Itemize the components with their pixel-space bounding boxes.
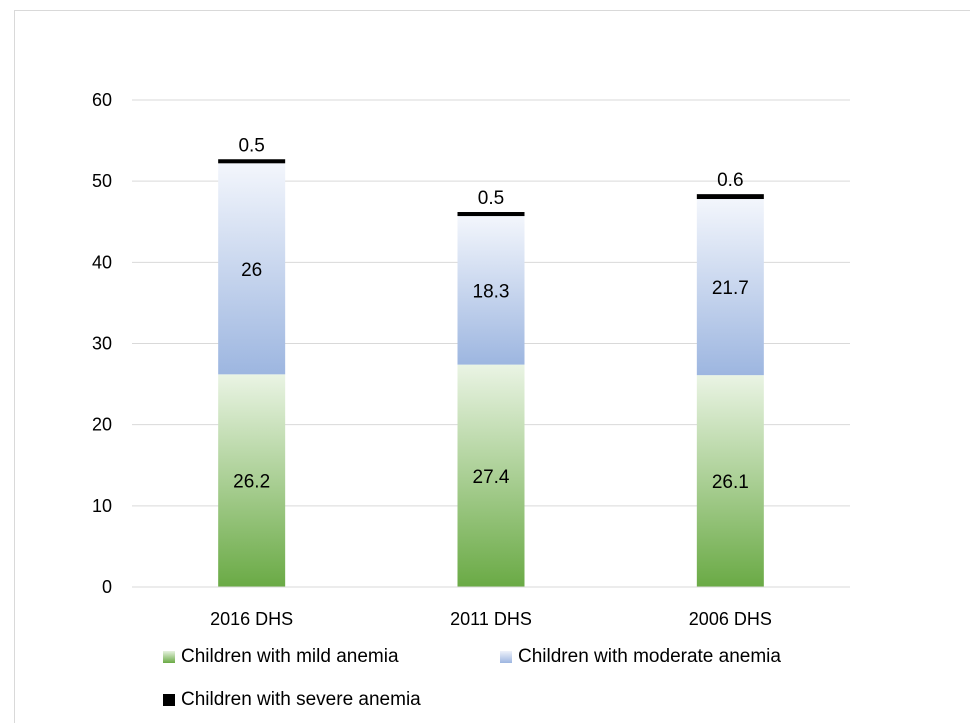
legend-label-mild: Children with mild anemia [181, 646, 399, 668]
y-tick-label-60: 60 [92, 90, 112, 110]
data-label-mild-1: 27.4 [473, 467, 510, 488]
data-label-mild-2: 26.1 [712, 472, 749, 493]
legend-item-moderate: Children with moderate anemia [500, 646, 781, 668]
y-tick-label-50: 50 [92, 171, 112, 191]
x-tick-label-2: 2006 DHS [689, 609, 772, 629]
x-tick-label-0: 2016 DHS [210, 609, 293, 629]
legend-item-mild: Children with mild anemia [163, 646, 399, 668]
legend-item-severe: Children with severe anemia [163, 689, 421, 711]
x-tick-label-1: 2011 DHS [450, 609, 532, 629]
bar-severe-1 [458, 212, 525, 216]
data-label-moderate-0: 26 [241, 260, 262, 281]
data-label-mild-0: 26.2 [233, 472, 270, 493]
legend-swatch-severe [163, 694, 175, 706]
data-label-moderate-2: 21.7 [712, 278, 749, 299]
data-label-moderate-1: 18.3 [473, 281, 510, 302]
y-tick-label-40: 40 [92, 252, 112, 272]
legend-label-severe: Children with severe anemia [181, 689, 421, 711]
data-label-severe-1: 0.5 [478, 188, 504, 209]
y-tick-label-20: 20 [92, 415, 112, 435]
bar-severe-0 [218, 159, 285, 163]
legend-swatch-moderate [500, 651, 512, 663]
y-tick-label-0: 0 [102, 577, 112, 597]
y-tick-label-10: 10 [92, 496, 112, 516]
bar-severe-2 [697, 194, 764, 199]
data-label-severe-0: 0.5 [238, 135, 264, 156]
data-label-severe-2: 0.6 [717, 170, 743, 191]
legend-label-moderate: Children with moderate anemia [518, 646, 781, 668]
y-tick-label-30: 30 [92, 334, 112, 354]
legend-swatch-mild [163, 651, 175, 663]
